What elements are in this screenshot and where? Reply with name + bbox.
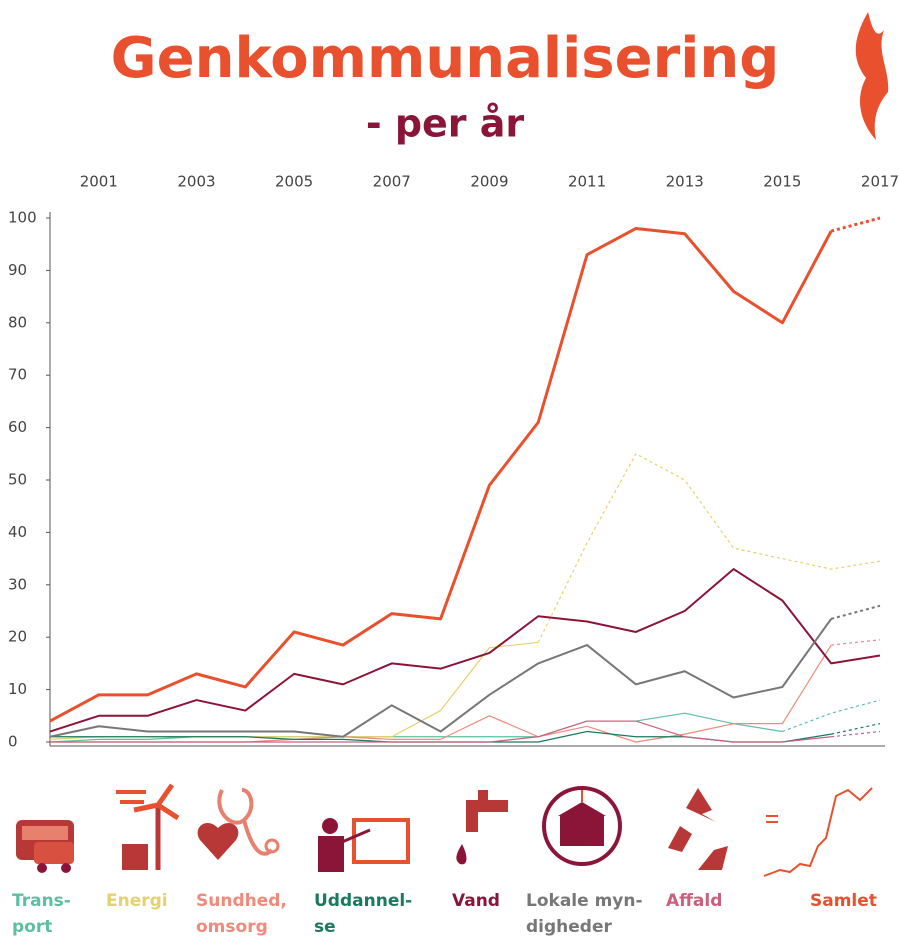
transport-icon xyxy=(16,820,74,873)
y-tick-label: 40 xyxy=(8,523,27,541)
legend-label: Uddannel- se xyxy=(314,891,413,937)
series-line xyxy=(49,226,833,723)
series-line xyxy=(49,568,881,733)
legend-label: Lokale myn- digheder xyxy=(526,891,643,937)
series-line xyxy=(49,641,539,740)
x-tick-label: 2003 xyxy=(177,173,215,191)
lokale-icon xyxy=(542,786,622,866)
affald-icon xyxy=(668,788,728,870)
series-line xyxy=(782,699,881,733)
vand-icon xyxy=(456,790,508,865)
legend-label: Trans- port xyxy=(12,891,71,937)
sundhed-icon xyxy=(197,788,280,860)
x-tick-label: 2007 xyxy=(373,173,411,191)
y-tick-label: 100 xyxy=(8,209,37,227)
chart-subtitle: - per år xyxy=(366,102,525,146)
chart-title: Genkommunalisering xyxy=(111,26,780,91)
series-line xyxy=(831,639,881,646)
flame-logo xyxy=(855,12,889,140)
series-line xyxy=(49,712,783,743)
x-tick-label: 2017 xyxy=(861,173,899,191)
series-line xyxy=(50,720,832,743)
y-tick-label: 80 xyxy=(8,313,27,331)
y-tick-label: 70 xyxy=(8,366,27,384)
series-line xyxy=(831,723,881,735)
y-tick-label: 50 xyxy=(8,471,27,489)
y-tick-label: 10 xyxy=(8,680,27,698)
legend-label: Energi xyxy=(106,891,168,911)
x-tick-label: 2015 xyxy=(763,173,801,191)
x-tick-label: 2005 xyxy=(275,173,313,191)
series-line xyxy=(831,730,881,738)
energi-icon xyxy=(116,783,180,870)
legend-label: Vand xyxy=(452,891,500,911)
x-tick-label: 2001 xyxy=(80,173,118,191)
y-tick-label: 90 xyxy=(8,261,27,279)
y-tick-label: 30 xyxy=(8,575,27,593)
series-line xyxy=(830,604,881,620)
y-tick-label: 0 xyxy=(8,733,18,751)
legend-label: Samlet xyxy=(810,891,877,911)
y-tick-label: 60 xyxy=(8,418,27,436)
x-tick-label: 2009 xyxy=(470,173,508,191)
series-line xyxy=(49,618,832,738)
y-tick-label: 20 xyxy=(8,628,27,646)
series-line xyxy=(830,216,881,233)
uddannelse-icon xyxy=(318,818,410,872)
legend-label: Affald xyxy=(666,891,723,911)
legend-label: Sundhed, omsorg xyxy=(196,891,287,937)
chart: Genkommunalisering - per år 0 10 20 30 40 50 6… xyxy=(8,12,899,751)
x-tick-label: 2013 xyxy=(666,173,704,191)
samlet-icon xyxy=(763,787,873,877)
series-line xyxy=(50,644,832,743)
series-line xyxy=(537,453,881,643)
x-tick-label: 2011 xyxy=(568,173,606,191)
